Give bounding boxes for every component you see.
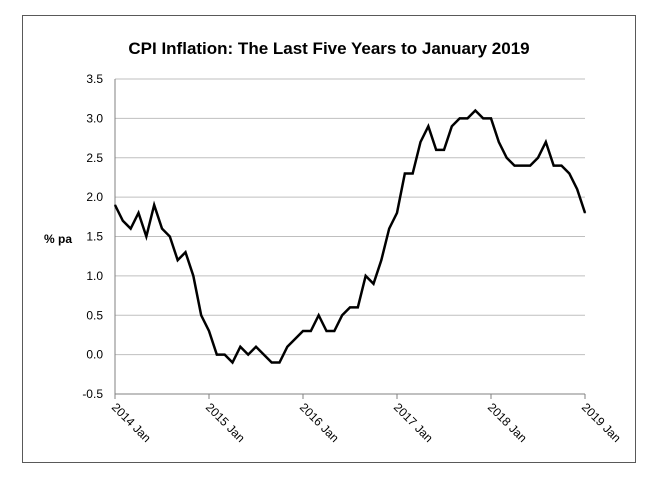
data-point (302, 330, 304, 332)
data-point (349, 306, 351, 308)
y-tick-labels: 3.5 3.0 2.5 2.0 1.5 1.0 0.5 0.0 -0.5 (82, 72, 103, 401)
data-point (576, 188, 578, 190)
x-tick-label: 2014 Jan (109, 400, 154, 445)
y-tick-label: 1.5 (86, 230, 103, 244)
data-point (474, 109, 476, 112)
data-point (208, 330, 210, 332)
data-point (239, 346, 241, 348)
data-point (224, 354, 226, 356)
data-point (490, 117, 492, 119)
data-point (333, 330, 335, 332)
data-point (459, 117, 461, 119)
y-axis-label: % pa (44, 232, 72, 246)
series-layer (113, 108, 587, 365)
chart-frame (22, 15, 636, 463)
x-tick-labels: 2014 Jan 2015 Jan 2016 Jan 2017 Jan 2018 Jan… (109, 400, 624, 445)
data-point (529, 165, 531, 167)
y-tick-label: 3.0 (86, 111, 103, 125)
data-point (537, 157, 539, 159)
data-point (506, 157, 508, 159)
data-point (372, 283, 375, 285)
data-point (184, 251, 187, 253)
data-point (271, 361, 273, 364)
data-point (130, 228, 132, 230)
data-point (263, 354, 265, 356)
data-point (568, 172, 570, 175)
data-point (177, 259, 179, 261)
data-point (380, 259, 382, 261)
data-point (412, 172, 414, 175)
gridlines (115, 78, 585, 395)
data-point (482, 117, 484, 119)
x-tick-label: 2017 Jan (391, 400, 436, 445)
data-point (122, 220, 124, 222)
data-point (310, 330, 312, 332)
data-point (451, 125, 453, 127)
data-point (584, 212, 586, 214)
data-point (255, 346, 257, 348)
data-point (278, 361, 281, 364)
data-point (419, 141, 422, 143)
data-point (231, 361, 234, 364)
y-tick-label: 3.5 (86, 72, 103, 86)
axes (114, 79, 586, 399)
data-point (247, 354, 249, 356)
data-point (521, 165, 523, 167)
data-point (153, 204, 155, 206)
x-tick-label: 2015 Jan (203, 400, 248, 445)
data-point (318, 314, 320, 316)
data-point (553, 165, 555, 167)
data-point (513, 165, 516, 167)
y-tick-label: 2.5 (86, 151, 103, 165)
data-point (294, 338, 296, 340)
data-point (365, 275, 367, 277)
data-point (404, 172, 406, 175)
data-point (286, 346, 288, 348)
data-point (161, 228, 163, 230)
data-point (443, 149, 445, 151)
data-point (216, 354, 218, 356)
data-point (169, 235, 171, 238)
chart-title: CPI Inflation: The Last Five Years to Ja… (128, 39, 529, 58)
y-tick-label: 0.5 (86, 308, 103, 322)
data-point (341, 314, 343, 316)
y-tick-label: 2.0 (86, 190, 103, 204)
data-point (114, 204, 116, 206)
data-point (325, 330, 328, 332)
data-point (357, 306, 359, 308)
data-point (192, 275, 194, 277)
data-point (396, 212, 398, 214)
data-point (560, 165, 563, 167)
data-point (200, 314, 202, 316)
y-tick-label: 0.0 (86, 348, 103, 362)
x-tick-label: 2016 Jan (297, 400, 342, 445)
x-tick-label: 2019 Jan (579, 400, 624, 445)
data-point (427, 125, 429, 127)
data-point (435, 149, 437, 151)
x-tick-label: 2018 Jan (485, 400, 530, 445)
data-point (137, 212, 140, 214)
data-point (145, 235, 147, 238)
y-tick-label: -0.5 (82, 387, 103, 401)
y-tick-label: 1.0 (86, 269, 103, 283)
data-point (545, 141, 547, 143)
data-point (498, 141, 500, 143)
data-point (388, 228, 390, 230)
data-point (466, 117, 469, 119)
